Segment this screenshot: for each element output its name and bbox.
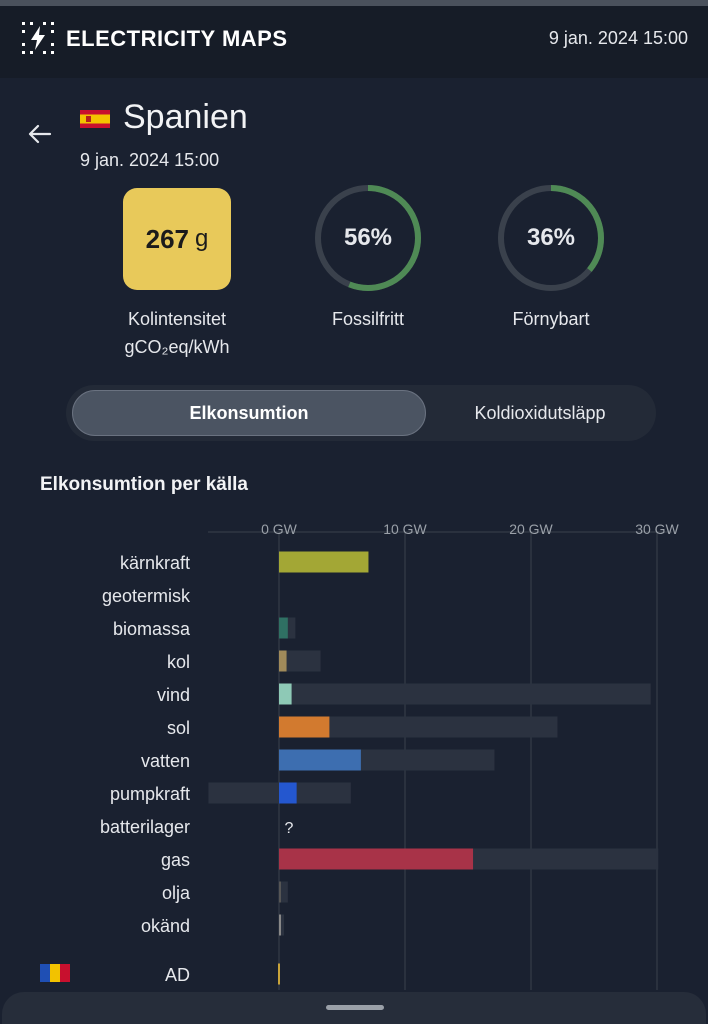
carbon-label-line-1: Kolintensitet bbox=[127, 309, 227, 329]
chart-category-label: pumpkraft bbox=[110, 784, 190, 804]
chart-value-bar bbox=[279, 683, 292, 705]
chart-category-label: biomassa bbox=[113, 619, 191, 639]
fossil-free-ring[interactable] bbox=[313, 183, 423, 293]
back-arrow-icon[interactable] bbox=[26, 120, 54, 148]
ad-flag-icon-stripe bbox=[50, 964, 60, 982]
chart-capacity-bar bbox=[279, 650, 321, 672]
chart-tick-label: 0 GW bbox=[261, 521, 298, 537]
fossil-free-value: 56% bbox=[343, 224, 393, 251]
chart-value-bar bbox=[279, 617, 288, 639]
chart-capacity-bar bbox=[279, 716, 558, 738]
section-title: Elkonsumtion per källa bbox=[40, 474, 248, 495]
carbon-intensity-value: 267 bbox=[145, 223, 190, 254]
chart-value-bar bbox=[279, 749, 361, 771]
chart-value-bar bbox=[279, 650, 287, 672]
chart-tick-label: 10 GW bbox=[383, 521, 427, 537]
chart-value-bar bbox=[279, 782, 297, 804]
chart-category-label: gas bbox=[161, 850, 190, 870]
mode-toggle: Elkonsumtion Koldioxidutsläpp bbox=[66, 385, 656, 441]
chart-tick-label: 30 GW bbox=[635, 521, 679, 537]
chart-category-label: vatten bbox=[141, 751, 190, 771]
ad-flag-icon-stripe-right bbox=[60, 964, 70, 982]
renewable-label: Förnybart bbox=[512, 309, 590, 329]
chart-category-label: kärnkraft bbox=[120, 553, 190, 573]
chart-value-bar bbox=[279, 881, 281, 903]
chart-exchange-bar bbox=[278, 963, 280, 985]
chart-category-label: sol bbox=[167, 718, 190, 738]
fossil-free-label: Fossilfritt bbox=[332, 309, 404, 329]
chart-capacity-bar bbox=[279, 683, 651, 705]
renewable-value: 36% bbox=[526, 224, 576, 251]
bottom-sheet[interactable] bbox=[2, 992, 706, 1024]
carbon-intensity-unit: g bbox=[195, 225, 209, 252]
tab-emissions[interactable]: Koldioxidutsläpp bbox=[474, 402, 606, 423]
chart-category-label: okänd bbox=[141, 916, 190, 936]
chart-capacity-bar bbox=[279, 881, 288, 903]
chart-exchange-label: AD bbox=[165, 965, 190, 985]
zone-date: 9 jan. 2024 15:00 bbox=[80, 150, 220, 170]
chart-value-bar bbox=[279, 914, 281, 936]
carbon-label-line-2: gCO₂eq/kWh bbox=[124, 337, 230, 357]
chart-category-label: batterilager bbox=[100, 817, 190, 837]
sheet-grabber[interactable] bbox=[326, 1005, 384, 1010]
chart-category-label: vind bbox=[157, 685, 190, 705]
chart-category-label: kol bbox=[167, 652, 190, 672]
chart-category-label: olja bbox=[162, 883, 191, 903]
chart-value-bar bbox=[279, 551, 369, 573]
carbon-intensity-box[interactable]: 267 g bbox=[123, 188, 231, 290]
chart-category-label: geotermisk bbox=[102, 586, 191, 606]
chart-unknown-marker: ? bbox=[285, 820, 294, 837]
chart-tick-label: 20 GW bbox=[509, 521, 553, 537]
consumption-bar-chart: 0 GW 10 GW 20 GW 30 GW kärnkraft geotermisk bi… bbox=[40, 521, 680, 990]
spain-flag-icon bbox=[80, 110, 110, 128]
carbon-intensity-label: Kolintensitet gCO₂eq/kWh bbox=[96, 305, 258, 361]
zone-name: Spanien bbox=[123, 98, 248, 136]
renewable-ring[interactable] bbox=[496, 183, 606, 293]
tab-consumption[interactable]: Elkonsumtion bbox=[72, 390, 426, 436]
status-strip bbox=[0, 0, 708, 6]
chart-value-bar bbox=[279, 716, 330, 738]
lightning-logo-icon[interactable] bbox=[20, 20, 56, 56]
brand-name: ELECTRICITY MAPS bbox=[66, 26, 288, 51]
header-datetime[interactable]: 9 jan. 2024 15:00 bbox=[548, 28, 688, 48]
chart-capacity-bar bbox=[279, 914, 285, 936]
app-header: ELECTRICITY MAPS 9 jan. 2024 15:00 bbox=[0, 6, 708, 78]
chart-value-bar bbox=[279, 848, 474, 870]
